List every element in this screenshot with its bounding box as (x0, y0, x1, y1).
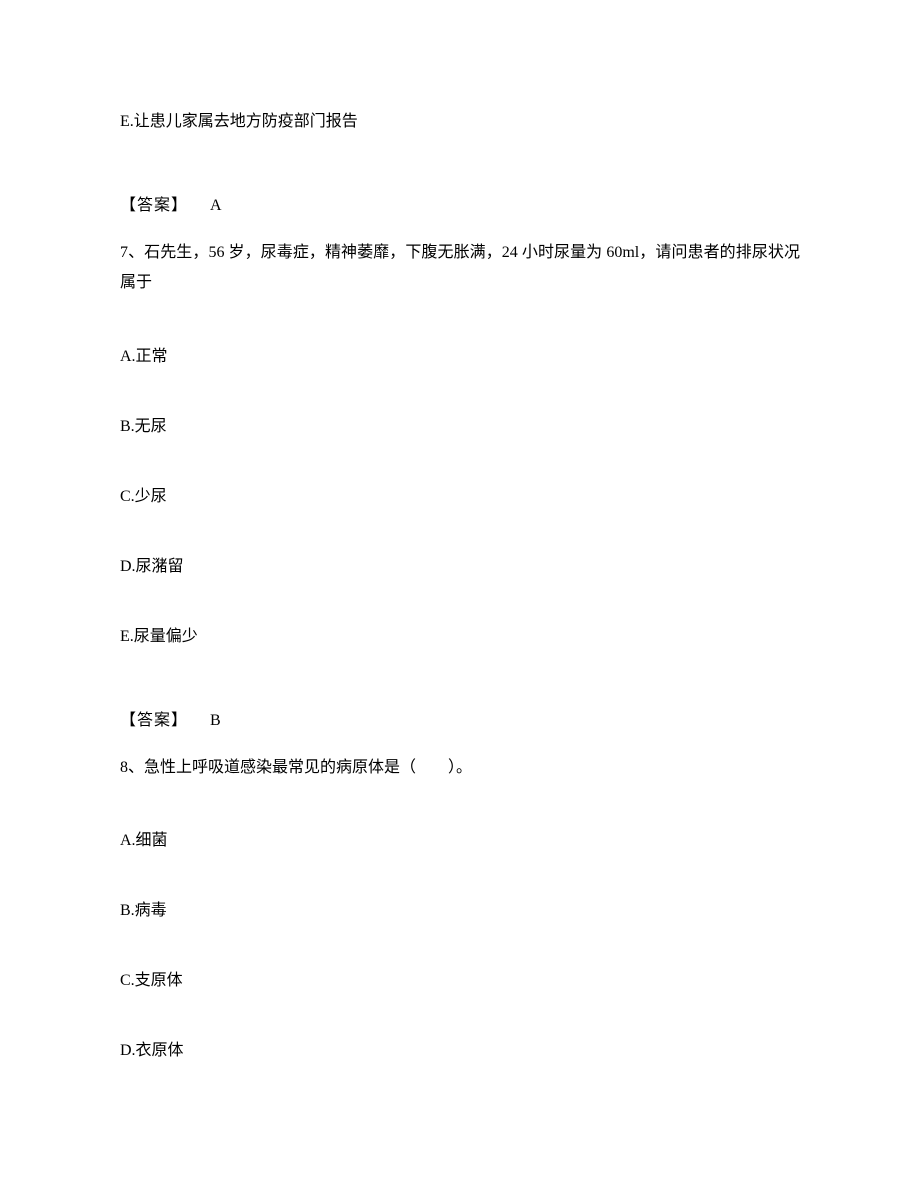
q7-option-a: A.正常 (120, 345, 800, 369)
option-text: E.尿量偏少 (120, 628, 198, 645)
question-number: 8、 (120, 759, 144, 776)
q8-option-c: C.支原体 (120, 969, 800, 993)
answer-block-prev: 【答案】 A (120, 194, 800, 218)
q8-option-d: D.衣原体 (120, 1039, 800, 1063)
q7-option-b: B.无尿 (120, 415, 800, 439)
q8-option-b: B.病毒 (120, 899, 800, 923)
q8-option-a: A.细菌 (120, 829, 800, 853)
answer-value: B (210, 712, 221, 729)
q7-option-d: D.尿潴留 (120, 555, 800, 579)
option-text: A.细菌 (120, 832, 168, 849)
question-text: 石先生，56 岁，尿毒症，精神萎靡，下腹无胀满，24 小时尿量为 60ml，请问… (120, 244, 800, 291)
option-text: B.病毒 (120, 902, 167, 919)
option-text: E.让患儿家属去地方防疫部门报告 (120, 113, 358, 130)
option-text: D.衣原体 (120, 1042, 184, 1059)
option-text: C.少尿 (120, 488, 167, 505)
answer-label: 【答案】 (120, 712, 188, 729)
question-text: 急性上呼吸道感染最常见的病原体是（ ）。 (144, 759, 472, 776)
prev-option-e: E.让患儿家属去地方防疫部门报告 (120, 110, 800, 134)
option-text: C.支原体 (120, 972, 183, 989)
option-text: A.正常 (120, 348, 168, 365)
option-text: D.尿潴留 (120, 558, 184, 575)
question-7-stem: 7、石先生，56 岁，尿毒症，精神萎靡，下腹无胀满，24 小时尿量为 60ml，… (120, 238, 800, 299)
q7-option-e: E.尿量偏少 (120, 625, 800, 649)
answer-label: 【答案】 (120, 197, 188, 214)
question-number: 7、 (120, 244, 144, 261)
option-text: B.无尿 (120, 418, 167, 435)
answer-block-q7: 【答案】 B (120, 709, 800, 733)
question-8-stem: 8、急性上呼吸道感染最常见的病原体是（ ）。 (120, 753, 800, 783)
q7-option-c: C.少尿 (120, 485, 800, 509)
answer-value: A (210, 197, 222, 214)
document-page: E.让患儿家属去地方防疫部门报告 【答案】 A 7、石先生，56 岁，尿毒症，精… (0, 0, 920, 1063)
